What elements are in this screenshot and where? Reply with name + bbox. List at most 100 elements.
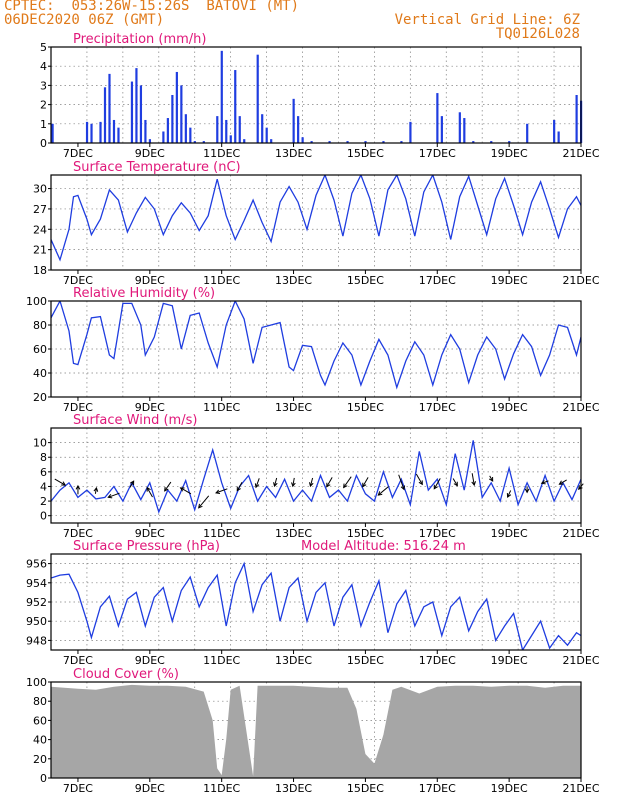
wind-arrow-shaft <box>541 480 549 484</box>
x-tick-label: 21DEC <box>562 654 599 667</box>
x-tick-label: 15DEC <box>347 274 384 287</box>
wind-arrow <box>471 473 476 487</box>
precip-bar <box>139 85 143 143</box>
precip-bar <box>508 141 511 143</box>
precip-bar <box>364 141 367 143</box>
wind-arrow-shaft <box>559 479 567 485</box>
wind-arrow-shaft <box>377 486 389 496</box>
x-tick-label: 7DEC <box>63 782 93 795</box>
y-tick-label: 100 <box>26 295 47 308</box>
y-tick-label: 952 <box>26 596 47 609</box>
precip-bar <box>292 98 295 143</box>
wind-arrow <box>362 477 369 488</box>
wind-arrow-head <box>524 488 530 494</box>
y-tick-label: 8 <box>40 451 47 464</box>
precip-bar <box>310 141 313 143</box>
y-tick-label: 100 <box>26 676 47 689</box>
wind-arrow-head <box>75 484 81 490</box>
precip-bar <box>463 118 466 143</box>
x-tick-label: 7DEC <box>63 274 93 287</box>
precip-bar <box>175 71 178 143</box>
precip-bar <box>184 114 187 143</box>
wind-arrow-shaft <box>398 474 405 490</box>
wind-arrow-shaft <box>274 477 278 487</box>
station-name: BATOVI (MT) <box>206 0 300 14</box>
station-coordinates: 053:26W-15:26S <box>71 0 190 14</box>
x-tick-label: 7DEC <box>63 401 93 414</box>
panel-frame <box>50 553 582 651</box>
wind-arrow <box>54 478 67 486</box>
wind-arrow <box>164 481 172 492</box>
precip-bar <box>328 141 331 143</box>
panel-title: Cloud Cover (%) <box>73 667 179 682</box>
wind-arrow-head <box>488 477 494 482</box>
y-tick-label: 0 <box>40 137 47 150</box>
precip-bar <box>216 116 219 143</box>
x-tick-label: 13DEC <box>275 274 312 287</box>
chart-header: CPTEC: 053:26W-15:26S BATOVI (MT) 06DEC2… <box>0 0 618 48</box>
precip-bar <box>108 73 111 143</box>
x-tick-label: 11DEC <box>203 274 240 287</box>
x-tick-label: 9DEC <box>135 527 165 540</box>
x-tick-label: 15DEC <box>347 147 384 160</box>
wind-arrow-shaft <box>236 482 243 491</box>
wind-arrow <box>558 479 567 485</box>
wind-arrow-head <box>558 480 564 485</box>
y-tick-label: 954 <box>26 577 47 590</box>
wind-arrow-head <box>400 485 406 491</box>
precip-bar <box>130 81 134 143</box>
wind-arrow-shaft <box>255 478 260 488</box>
x-tick-label: 17DEC <box>419 654 456 667</box>
precip-bar <box>575 95 578 143</box>
x-tick-label: 7DEC <box>63 147 93 160</box>
wind-arrow-head <box>471 481 476 487</box>
panel-title: Surface Temperature (nC) <box>73 160 241 175</box>
x-tick-label: 13DEC <box>275 401 312 414</box>
temp-line <box>51 175 581 262</box>
wind-arrow-head <box>418 480 423 486</box>
wind-arrow <box>129 480 135 488</box>
precip-bar <box>234 70 237 143</box>
wind-arrow-head <box>362 482 367 488</box>
cloud-cover-area <box>51 684 581 778</box>
precip-bar <box>265 127 268 143</box>
wind-arrow-head <box>179 487 185 492</box>
x-tick-label: 9DEC <box>135 274 165 287</box>
precip-bar <box>270 139 273 143</box>
wind-arrow-shaft <box>433 478 441 489</box>
y-tick-label: 5 <box>40 41 47 54</box>
x-tick-label: 9DEC <box>135 147 165 160</box>
wind-arrow-head <box>343 483 348 489</box>
y-tick-label: 4 <box>40 60 47 73</box>
precip-bar <box>557 131 560 143</box>
x-tick-label: 19DEC <box>491 147 528 160</box>
precip-bar <box>180 85 183 143</box>
wind-arrow-head <box>61 481 67 486</box>
wind-arrow <box>452 478 458 487</box>
precip-bar <box>99 121 102 143</box>
y-tick-label: 1 <box>40 118 47 131</box>
wind-arrow <box>540 479 549 485</box>
wind-arrow-head <box>433 484 438 490</box>
wind-arrow <box>107 492 120 499</box>
y-tick-label: 2 <box>40 495 47 508</box>
grid-line-note: Vertical Grid Line: 6Z <box>394 12 580 28</box>
wind-arrow-shaft <box>415 473 423 485</box>
x-tick-label: 21DEC <box>562 527 599 540</box>
wind-arrow <box>93 486 99 494</box>
precip-bar <box>436 93 439 143</box>
wind-arrow-shaft <box>343 476 352 488</box>
wind-arrow-shaft <box>471 473 475 486</box>
pres-line <box>51 561 581 650</box>
panel-title: Relative Humidity (%) <box>73 286 215 301</box>
model-altitude-label: Model Altitude: 516.24 m <box>301 539 466 554</box>
wind-arrow <box>179 487 192 495</box>
x-tick-label: 17DEC <box>419 527 456 540</box>
x-tick-label: 17DEC <box>419 782 456 795</box>
precip-bar <box>440 116 443 143</box>
wind-arrow <box>75 484 81 495</box>
wind-arrow <box>506 490 512 498</box>
y-tick-label: 40 <box>33 367 47 380</box>
panel-frame <box>50 174 582 271</box>
precip-bar <box>103 87 107 143</box>
